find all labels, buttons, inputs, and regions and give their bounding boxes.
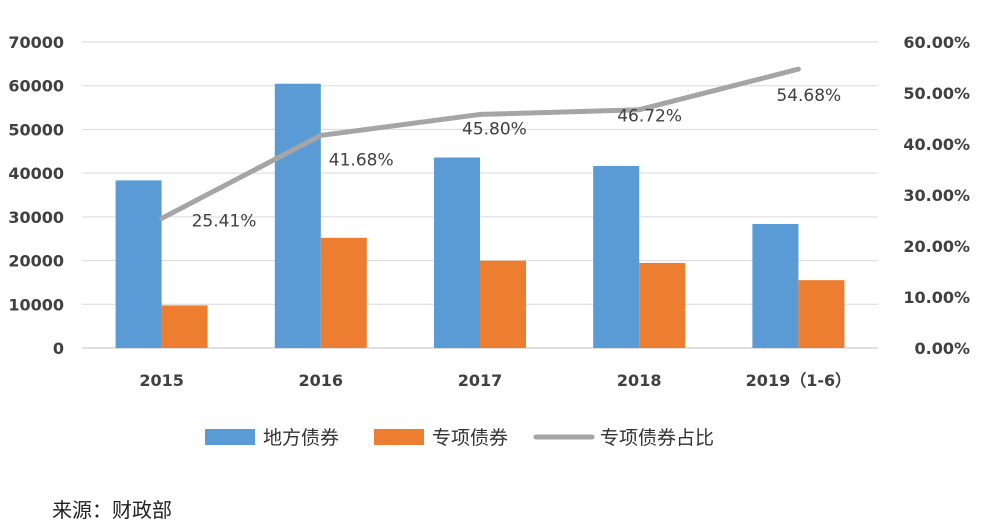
right-tick-label: 30.00%: [903, 186, 970, 205]
right-tick-label: 60.00%: [903, 33, 970, 52]
left-axis: 0 10000 20000 30000 40000 50000 60000 70000: [8, 33, 64, 358]
left-tick-label: 70000: [8, 33, 64, 52]
right-tick-label: 40.00%: [903, 135, 970, 154]
ratio-data-label: 45.80%: [462, 119, 527, 139]
bar-special-bond: [480, 260, 526, 348]
left-tick-label: 10000: [8, 295, 64, 314]
left-tick-label: 0: [53, 339, 64, 358]
ratio-line-path: [159, 66, 801, 221]
ratio-data-label: 41.68%: [329, 150, 394, 170]
category-label: 2015: [139, 371, 184, 390]
bar-local-bond: [752, 223, 799, 348]
legend-label: 专项债券占比: [600, 427, 714, 449]
ratio-line: [159, 66, 801, 221]
bar-special-bond: [161, 305, 208, 348]
left-tick-label: 20000: [8, 252, 64, 271]
left-tick-label: 30000: [8, 208, 64, 227]
bar-local-bond: [434, 157, 480, 348]
right-tick-label: 10.00%: [903, 288, 970, 307]
category-label: 2017: [458, 371, 503, 390]
bars: [115, 83, 845, 349]
bar-local-bond: [593, 165, 640, 348]
data-labels: 25.41% 41.68% 45.80% 46.72% 54.68%: [192, 86, 842, 231]
right-tick-label: 50.00%: [903, 84, 970, 103]
right-tick-label: 0.00%: [914, 339, 970, 358]
left-tick-label: 50000: [8, 120, 64, 139]
category-label: 2019（1-6）: [746, 371, 851, 390]
bar-special-bond: [320, 237, 367, 348]
ratio-data-label: 25.41%: [192, 211, 257, 231]
category-label: 2018: [617, 371, 662, 390]
left-tick-label: 40000: [8, 164, 64, 183]
bar-special-bond: [639, 262, 686, 348]
category-axis: 2015 2016 2017 2018 2019（1-6）: [139, 371, 851, 390]
right-axis: 0.00% 10.00% 20.00% 30.00% 40.00% 50.00% 60.00…: [903, 33, 970, 358]
bar-local-bond: [115, 180, 162, 348]
ratio-data-label: 46.72%: [617, 107, 682, 127]
chart: 25.41% 41.68% 45.80% 46.72% 54.68% 0 10000 200…: [8, 33, 970, 449]
ratio-data-label: 54.68%: [776, 86, 841, 106]
bar-special-bond: [798, 280, 845, 348]
bar-local-bond: [274, 83, 321, 349]
legend-label: 地方债券: [263, 427, 339, 449]
legend: 地方债券 专项债券 专项债券占比: [205, 427, 714, 449]
legend-label: 专项债券: [432, 427, 508, 449]
legend-swatch: [205, 429, 255, 445]
right-tick-label: 20.00%: [903, 237, 970, 256]
legend-swatch: [374, 429, 424, 445]
category-label: 2016: [299, 371, 344, 390]
source-note: 来源：财政部: [52, 498, 172, 522]
left-tick-label: 60000: [8, 77, 64, 96]
